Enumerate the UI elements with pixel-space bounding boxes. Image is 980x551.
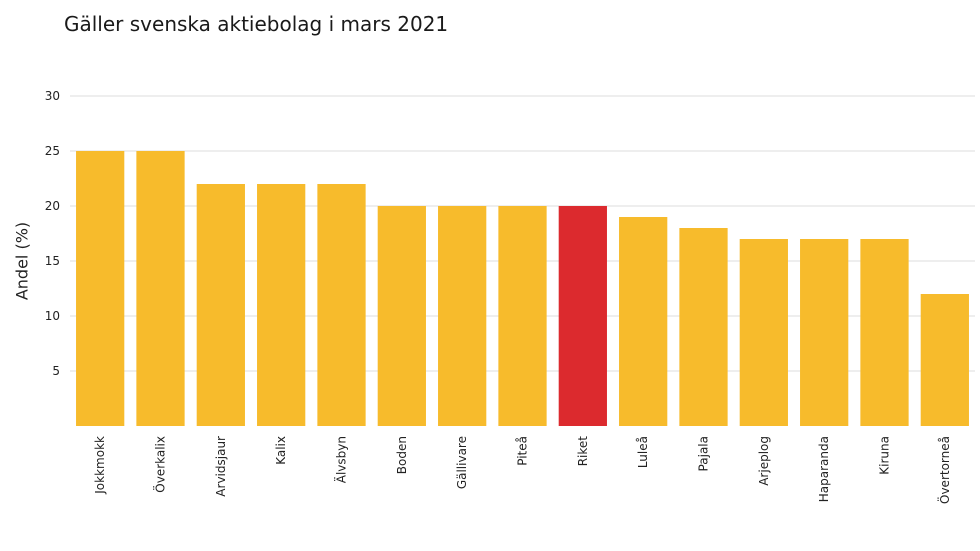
bars <box>76 151 969 426</box>
y-tick-label: 10 <box>45 309 60 323</box>
bar-4 <box>317 184 366 426</box>
y-axis-label: Andel (%) <box>13 222 32 300</box>
bar-7 <box>498 206 547 426</box>
y-tick-label: 30 <box>45 89 60 103</box>
x-tick-label: Riket <box>576 436 590 467</box>
y-tick-label: 15 <box>45 254 60 268</box>
bar-2 <box>196 184 245 426</box>
bar-11 <box>739 239 788 426</box>
x-axis-ticks: Jokkmokk Överkalix Arvidsjaur Kalix Älvsbyn B… <box>93 436 952 504</box>
x-tick-label: Arjeplog <box>757 436 771 486</box>
x-tick-label: Älvsbyn <box>334 436 349 483</box>
x-tick-label: Kiruna <box>878 436 892 475</box>
y-tick-label: 20 <box>45 199 60 213</box>
x-tick-label: Piteå <box>516 436 530 466</box>
bar-1 <box>136 151 185 426</box>
bar-0 <box>76 151 125 426</box>
x-tick-label: Haparanda <box>817 436 831 502</box>
chart-title: Gäller svenska aktiebolag i mars 2021 <box>64 12 449 36</box>
y-axis-ticks: 5 10 15 20 25 30 <box>45 89 60 378</box>
bar-10 <box>679 228 728 426</box>
x-tick-label: Arvidsjaur <box>214 436 228 497</box>
bar-8 <box>558 206 607 426</box>
x-tick-label: Jokkmokk <box>93 436 107 495</box>
x-tick-label: Pajala <box>697 436 711 471</box>
x-tick-label: Luleå <box>636 436 650 468</box>
y-tick-label: 25 <box>45 144 60 158</box>
x-tick-label: Kalix <box>274 436 288 465</box>
bar-5 <box>377 206 426 426</box>
y-tick-label: 5 <box>52 364 60 378</box>
bar-9 <box>619 217 668 426</box>
x-tick-label: Gällivare <box>455 436 469 489</box>
bar-14 <box>920 294 969 426</box>
bar-13 <box>860 239 909 426</box>
x-tick-label: Boden <box>395 436 409 474</box>
bar-12 <box>800 239 849 426</box>
x-tick-label: Övertorneå <box>936 436 952 504</box>
bar-6 <box>438 206 487 426</box>
x-tick-label: Överkalix <box>152 436 168 493</box>
bar-3 <box>257 184 306 426</box>
